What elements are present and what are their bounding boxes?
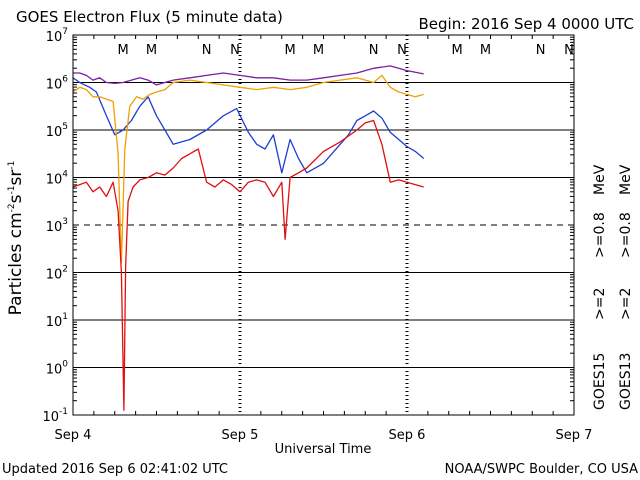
y-tick-label: 101	[46, 312, 68, 330]
y-tick-label: 107	[46, 27, 68, 45]
y-tick-label: 100	[46, 360, 69, 378]
data-series	[72, 65, 425, 411]
legend-unit: MeV	[618, 164, 634, 195]
legend-goes13-08mev: >=0.8	[618, 212, 634, 258]
y-tick-label: 103	[46, 217, 68, 235]
x-tick-label: Sep 5	[222, 428, 259, 443]
legend-goes13-2mev: >=2	[618, 288, 634, 320]
updated-timestamp: Updated 2016 Sep 6 02:41:02 UTC	[2, 462, 228, 477]
event-marker: N	[202, 43, 212, 58]
begin-timestamp: Begin: 2016 Sep 4 0000 UTC	[418, 15, 634, 33]
series-line	[72, 74, 424, 264]
event-marker: N	[230, 43, 240, 58]
event-marker: M	[284, 43, 295, 58]
chart-title: GOES Electron Flux (5 minute data)	[16, 8, 283, 26]
legend-goes13: GOES13	[618, 353, 634, 410]
credit-text: NOAA/SWPC Boulder, CO USA	[445, 462, 638, 477]
x-axis-label: Universal Time	[275, 442, 372, 457]
event-marker: M	[313, 43, 324, 58]
event-marker: M	[117, 43, 128, 58]
series-line	[72, 119, 424, 411]
legend: GOES15 >=2 >=0.8 MeV GOES13 >=2 >=0.8 MeV	[592, 164, 634, 410]
svg-text:Particles cm-2s-1sr-1: Particles cm-2s-1sr-1	[6, 161, 26, 316]
legend-unit: MeV	[592, 164, 608, 195]
legend-goes15-2mev: >=2	[592, 288, 608, 320]
event-marker: M	[451, 43, 462, 58]
event-marker: N	[564, 43, 574, 58]
legend-goes15-08mev: >=0.8	[592, 212, 608, 258]
y-tick-label: 102	[46, 265, 68, 283]
axis-labels: 10-1 100 101 102 103 104 105 106 107 Sep 4 Sep 5 Se…	[42, 27, 592, 443]
plot-grid	[73, 35, 574, 415]
series-line	[73, 65, 424, 86]
y-axis-label: Particles cm-2s-1sr-1	[6, 161, 26, 316]
event-marker: M	[480, 43, 491, 58]
x-tick-label: Sep 4	[55, 428, 92, 443]
y-tick-label: 104	[46, 170, 69, 188]
event-marker: N	[536, 43, 546, 58]
y-tick-label: 10-1	[42, 407, 68, 425]
x-tick-label: Sep 7	[556, 428, 593, 443]
series-line	[72, 77, 425, 174]
event-marker: N	[369, 43, 379, 58]
event-marker: M	[146, 43, 157, 58]
legend-goes15: GOES15	[592, 353, 608, 410]
y-tick-label: 106	[46, 75, 69, 93]
event-marker: N	[397, 43, 407, 58]
plot-frame	[72, 34, 575, 416]
y-tick-label: 105	[46, 122, 68, 140]
x-tick-label: Sep 6	[389, 428, 426, 443]
